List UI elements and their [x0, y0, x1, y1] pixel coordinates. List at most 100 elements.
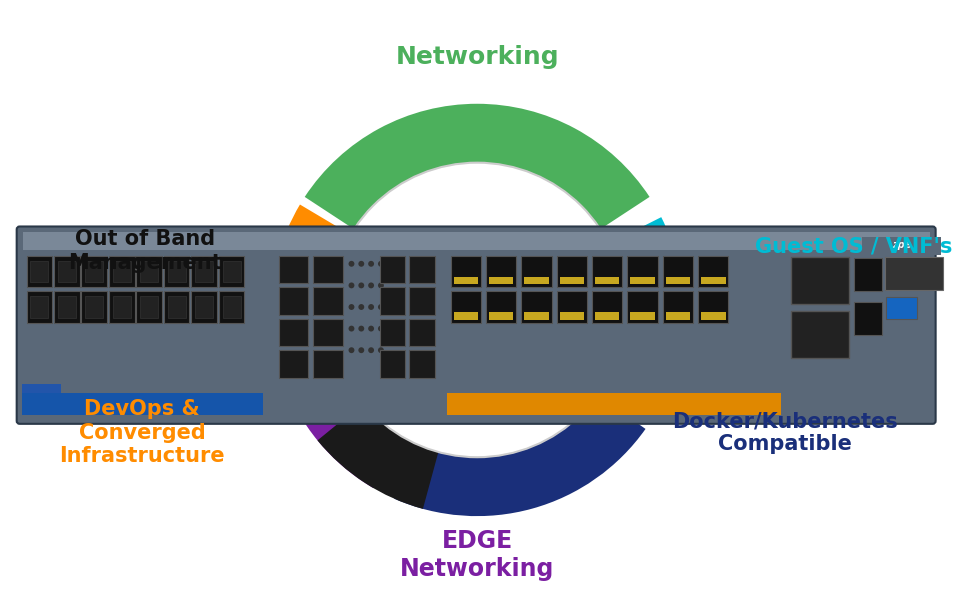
Bar — [489, 276, 513, 284]
FancyBboxPatch shape — [82, 256, 107, 287]
Bar — [524, 312, 549, 320]
FancyBboxPatch shape — [313, 256, 343, 284]
FancyBboxPatch shape — [791, 311, 850, 358]
Circle shape — [368, 304, 374, 310]
FancyBboxPatch shape — [164, 291, 190, 323]
Bar — [86, 261, 103, 282]
Circle shape — [349, 304, 355, 310]
Bar — [58, 261, 76, 282]
FancyBboxPatch shape — [380, 287, 405, 315]
FancyBboxPatch shape — [557, 291, 587, 323]
FancyBboxPatch shape — [313, 350, 343, 378]
FancyBboxPatch shape — [313, 319, 343, 346]
FancyBboxPatch shape — [409, 256, 434, 284]
Text: EDGE
Networking: EDGE Networking — [399, 529, 554, 581]
FancyBboxPatch shape — [380, 256, 405, 284]
FancyBboxPatch shape — [380, 350, 405, 378]
Bar — [489, 312, 513, 320]
Circle shape — [359, 282, 364, 289]
FancyBboxPatch shape — [219, 291, 245, 323]
Bar — [560, 312, 584, 320]
Wedge shape — [318, 403, 438, 509]
Bar — [168, 261, 186, 282]
Bar — [701, 312, 725, 320]
FancyBboxPatch shape — [698, 256, 728, 287]
Circle shape — [359, 304, 364, 310]
FancyBboxPatch shape — [279, 319, 308, 346]
Circle shape — [349, 261, 355, 266]
Bar — [21, 384, 61, 394]
Circle shape — [368, 261, 374, 266]
FancyBboxPatch shape — [627, 256, 658, 287]
Text: Out of Band
Management: Out of Band Management — [68, 230, 223, 273]
FancyBboxPatch shape — [451, 291, 481, 323]
Bar — [140, 296, 158, 318]
FancyBboxPatch shape — [791, 257, 850, 304]
FancyBboxPatch shape — [219, 256, 245, 287]
Bar — [862, 237, 941, 255]
FancyBboxPatch shape — [136, 256, 162, 287]
Text: DevOps &
Converged
Infrastructure: DevOps & Converged Infrastructure — [59, 400, 226, 466]
Bar — [168, 296, 186, 318]
FancyBboxPatch shape — [164, 256, 190, 287]
Bar — [560, 276, 584, 284]
Circle shape — [349, 348, 355, 353]
FancyBboxPatch shape — [82, 291, 107, 323]
Circle shape — [368, 348, 374, 353]
FancyBboxPatch shape — [191, 291, 217, 323]
Circle shape — [378, 282, 384, 289]
Bar — [630, 276, 655, 284]
FancyBboxPatch shape — [279, 287, 308, 315]
Circle shape — [378, 304, 384, 310]
Wedge shape — [305, 104, 649, 229]
FancyBboxPatch shape — [451, 256, 481, 287]
FancyBboxPatch shape — [854, 302, 882, 335]
Wedge shape — [394, 395, 645, 516]
FancyBboxPatch shape — [26, 256, 52, 287]
Bar — [223, 261, 240, 282]
FancyBboxPatch shape — [109, 291, 134, 323]
FancyBboxPatch shape — [885, 297, 917, 319]
FancyBboxPatch shape — [627, 291, 658, 323]
Bar — [195, 261, 213, 282]
Bar — [454, 312, 478, 320]
Circle shape — [368, 282, 374, 289]
Circle shape — [359, 348, 364, 353]
Wedge shape — [283, 359, 403, 488]
Bar — [524, 276, 549, 284]
Text: Guest OS / VNF's: Guest OS / VNF's — [755, 236, 953, 256]
Wedge shape — [607, 217, 683, 409]
FancyBboxPatch shape — [409, 350, 434, 378]
Bar — [58, 296, 76, 318]
FancyBboxPatch shape — [521, 291, 552, 323]
FancyBboxPatch shape — [698, 291, 728, 323]
FancyBboxPatch shape — [557, 256, 587, 287]
FancyBboxPatch shape — [136, 291, 162, 323]
FancyBboxPatch shape — [279, 256, 308, 284]
Bar — [666, 276, 690, 284]
FancyBboxPatch shape — [663, 291, 693, 323]
Bar — [22, 232, 930, 250]
FancyBboxPatch shape — [54, 256, 80, 287]
FancyBboxPatch shape — [885, 257, 943, 290]
Bar — [447, 394, 781, 415]
Bar — [195, 296, 213, 318]
FancyBboxPatch shape — [592, 256, 622, 287]
Circle shape — [349, 325, 355, 332]
FancyBboxPatch shape — [279, 350, 308, 378]
Bar — [701, 276, 725, 284]
Bar — [454, 276, 478, 284]
Bar — [630, 312, 655, 320]
FancyBboxPatch shape — [191, 256, 217, 287]
FancyBboxPatch shape — [17, 227, 936, 424]
Circle shape — [359, 325, 364, 332]
FancyBboxPatch shape — [854, 258, 882, 291]
FancyBboxPatch shape — [109, 256, 134, 287]
Bar — [223, 296, 240, 318]
FancyBboxPatch shape — [486, 291, 516, 323]
Text: Networking: Networking — [396, 45, 559, 69]
Wedge shape — [271, 204, 353, 421]
Bar — [30, 261, 48, 282]
FancyBboxPatch shape — [409, 319, 434, 346]
Text: zpe: zpe — [891, 240, 911, 250]
